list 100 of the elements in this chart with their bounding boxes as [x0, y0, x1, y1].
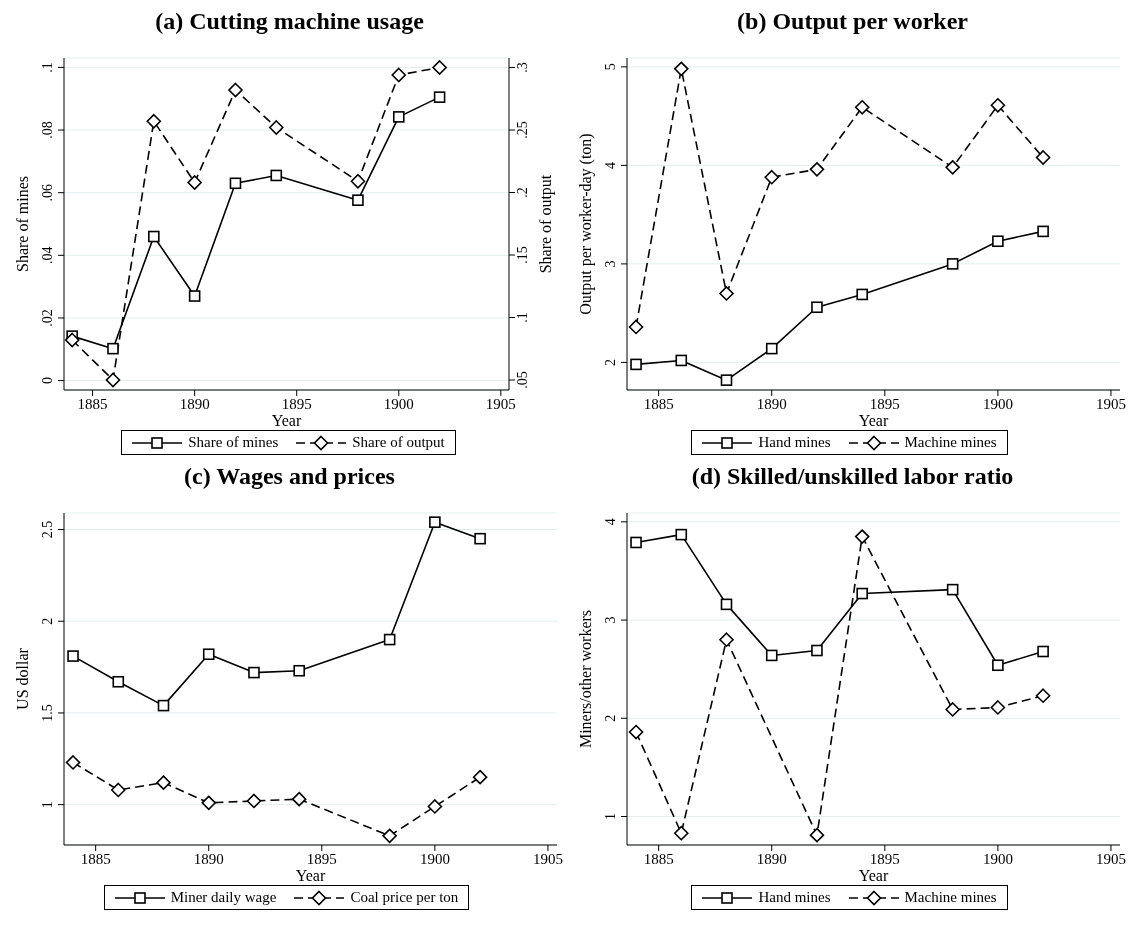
- legend-label: Share of output: [352, 434, 445, 451]
- point: [202, 648, 215, 661]
- y2-tick-label: .2: [515, 187, 530, 198]
- y-tick-label: .02: [40, 309, 55, 327]
- point: [630, 536, 642, 549]
- point: [148, 230, 160, 243]
- point: [268, 120, 284, 135]
- y2-tick-label: .25: [515, 121, 530, 139]
- y-tick-label: 2: [603, 714, 618, 722]
- x-axis-title: Year: [271, 412, 302, 429]
- x-tick-label: 1905: [1095, 395, 1126, 412]
- x-axis-title: Year: [858, 867, 889, 884]
- point: [391, 67, 407, 83]
- y2-tick-label: .15: [515, 246, 530, 264]
- x-tick-label: 1885: [643, 850, 674, 867]
- point: [811, 301, 823, 314]
- point: [675, 528, 688, 541]
- y-tick-label: 1: [603, 813, 618, 821]
- y2-tick-label: .1: [515, 312, 530, 323]
- point: [246, 793, 262, 809]
- x-tick-label: 1905: [485, 395, 516, 412]
- legend-label: Machine mines: [904, 434, 997, 451]
- point: [1037, 645, 1049, 658]
- y-axis-title: Share of mines: [13, 176, 31, 272]
- point: [992, 659, 1004, 672]
- x-tick-label: 1895: [281, 395, 312, 412]
- x-axis-title: Year: [858, 412, 889, 429]
- point: [105, 372, 121, 388]
- legend-label: Hand mines: [758, 434, 831, 451]
- point: [856, 288, 868, 301]
- y-tick-label: 1.5: [40, 704, 55, 722]
- point: [854, 99, 870, 115]
- point: [382, 828, 397, 844]
- chart-title: (b) Output per worker: [736, 8, 969, 36]
- point: [270, 169, 283, 182]
- point: [946, 258, 959, 270]
- point: [628, 724, 644, 740]
- point: [474, 532, 486, 545]
- point: [720, 598, 733, 611]
- point: [201, 795, 217, 811]
- point: [673, 825, 689, 841]
- y-tick-label: .04: [40, 246, 55, 265]
- legend-label: Hand mines: [758, 889, 831, 906]
- x-tick-label: 1895: [869, 395, 900, 412]
- point: [187, 175, 202, 190]
- point: [719, 632, 734, 648]
- x-tick-label: 1885: [80, 850, 111, 867]
- point: [65, 755, 81, 770]
- point: [946, 583, 959, 596]
- chart-title: (c) Wages and prices: [183, 463, 396, 491]
- y2-tick-label: .05: [515, 371, 530, 389]
- y-tick-label: 3: [603, 616, 618, 624]
- y2-tick-label: .3: [515, 62, 530, 73]
- point: [110, 782, 126, 798]
- point: [809, 162, 825, 177]
- point: [945, 160, 960, 175]
- y-axis-title: Miners/other workers: [576, 609, 594, 749]
- y-tick-label: 5: [603, 63, 618, 71]
- point: [630, 358, 642, 371]
- y-tick-label: 2: [603, 358, 618, 366]
- y-tick-label: .06: [40, 183, 55, 202]
- x-tick-label: 1895: [869, 850, 900, 867]
- x-tick-label: 1900: [982, 395, 1013, 412]
- y-tick-label: 3: [603, 260, 618, 268]
- point: [67, 650, 79, 662]
- point: [64, 332, 80, 348]
- point: [429, 516, 441, 528]
- point: [809, 827, 825, 843]
- point: [990, 97, 1006, 113]
- legend-label: Coal price per ton: [350, 889, 459, 906]
- point: [472, 769, 488, 785]
- legend-label: Miner daily wage: [170, 889, 277, 906]
- point: [675, 354, 688, 367]
- y-tick-label: 1: [40, 801, 55, 809]
- x-tick-label: 1900: [982, 850, 1013, 867]
- y-tick-label: .08: [40, 121, 55, 139]
- point: [765, 342, 778, 355]
- point: [146, 113, 162, 129]
- legend-label: Machine mines: [904, 889, 997, 906]
- point: [990, 700, 1006, 715]
- point: [719, 286, 734, 301]
- point: [383, 633, 396, 646]
- point: [112, 675, 125, 688]
- point: [628, 319, 644, 335]
- point: [673, 61, 689, 77]
- x-tick-label: 1895: [306, 850, 337, 867]
- point: [427, 799, 443, 814]
- point: [811, 644, 823, 657]
- legend-label: Share of mines: [188, 434, 279, 451]
- x-tick-label: 1890: [179, 395, 210, 412]
- point: [291, 791, 307, 807]
- y-tick-label: 2.5: [40, 520, 55, 539]
- y-axis-title: US dollar: [13, 647, 31, 710]
- y-tick-label: .1: [40, 62, 55, 73]
- point: [350, 173, 366, 189]
- point: [992, 235, 1004, 248]
- x-tick-label: 1890: [756, 850, 787, 867]
- point: [764, 169, 780, 185]
- x-axis-title: Year: [295, 867, 326, 884]
- point: [352, 194, 364, 206]
